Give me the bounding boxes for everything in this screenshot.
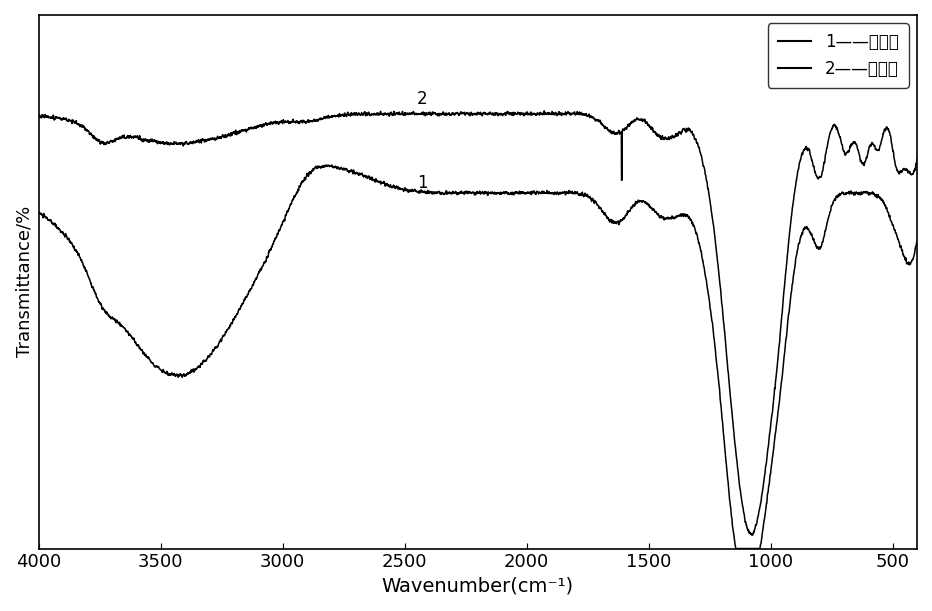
- Text: 1: 1: [417, 174, 428, 192]
- Y-axis label: Transmittance/%: Transmittance/%: [15, 206, 33, 357]
- Text: 2: 2: [417, 90, 428, 108]
- X-axis label: Wavenumber(cm⁻¹): Wavenumber(cm⁻¹): [382, 577, 574, 596]
- Legend: 1——改性前, 2——改性后: 1——改性前, 2——改性后: [768, 23, 909, 87]
